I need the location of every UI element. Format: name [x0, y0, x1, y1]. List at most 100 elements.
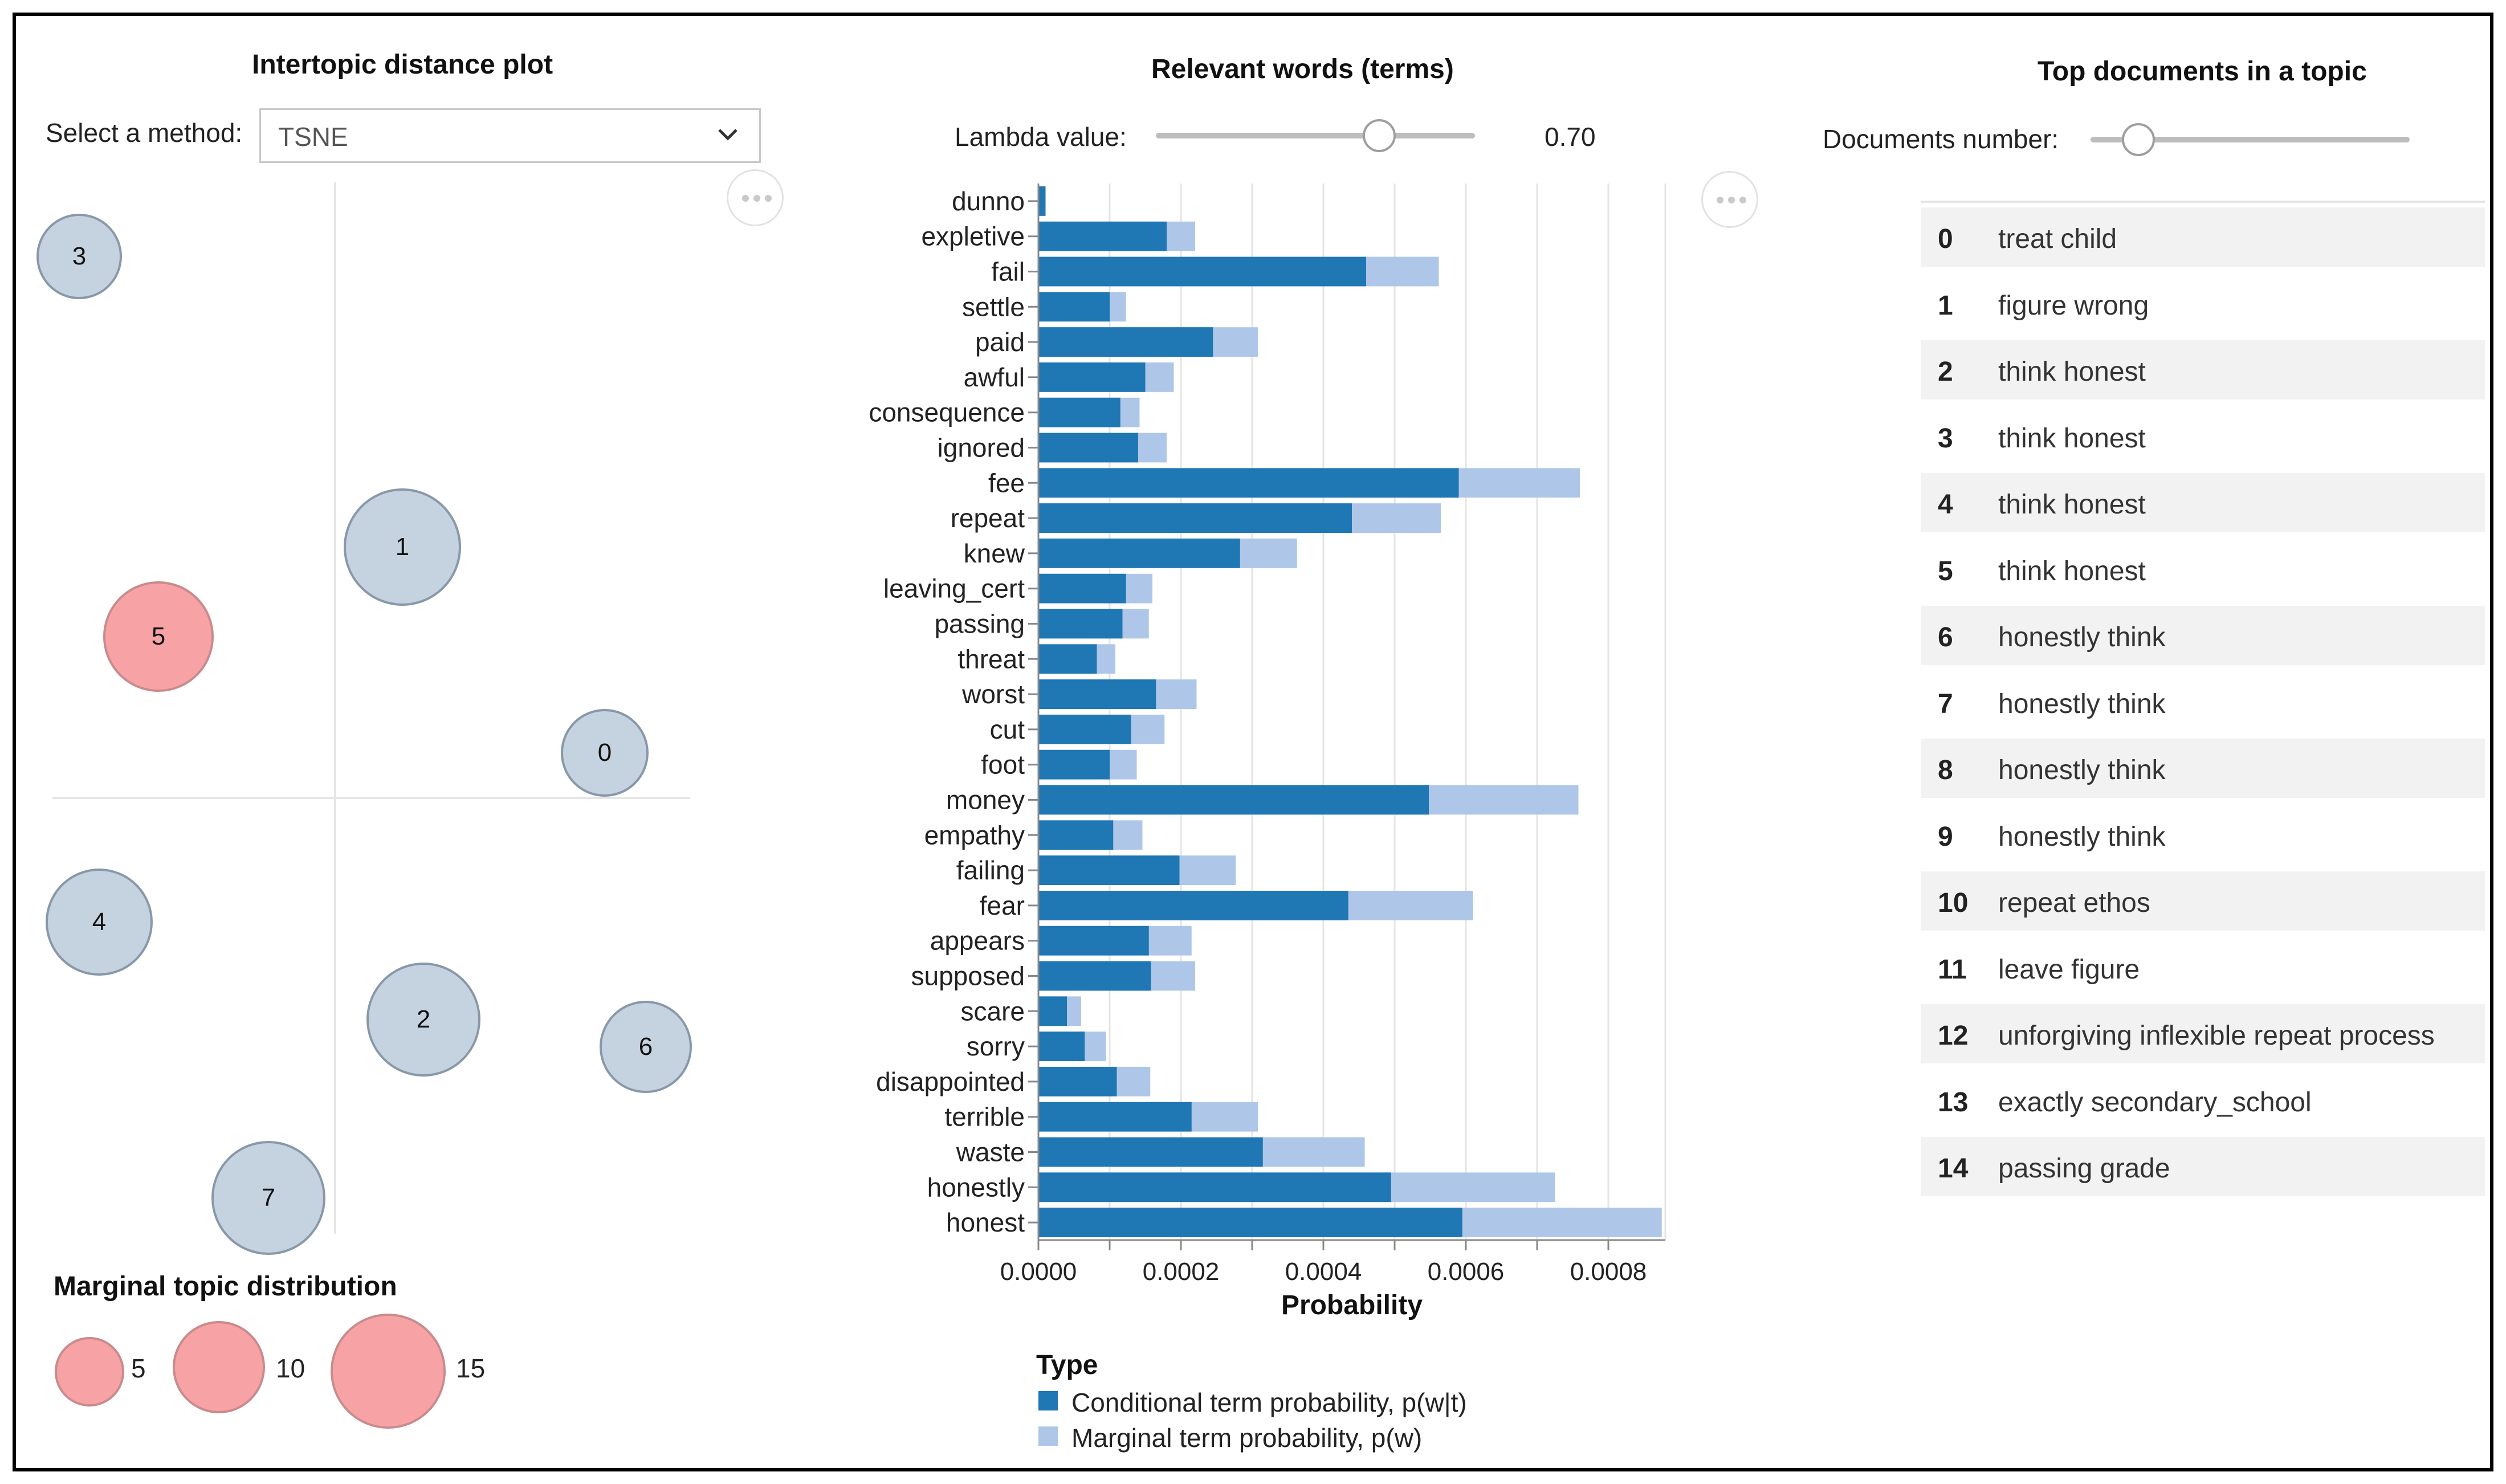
- topic-bubble-label: 4: [92, 908, 107, 936]
- document-index: 6: [1938, 622, 1953, 653]
- conditional-bar: [1038, 644, 1097, 674]
- conditional-bar: [1038, 926, 1149, 956]
- topic-bubble-label: 1: [395, 533, 410, 561]
- documents-slider-handle[interactable]: [2122, 123, 2155, 156]
- lambda-slider-track[interactable]: [1156, 133, 1475, 138]
- document-row[interactable]: 2 think honest: [1921, 340, 2485, 399]
- relevant-words-title: Relevant words (terms): [1151, 54, 1454, 84]
- topic-bubble-5[interactable]: 5: [103, 581, 214, 692]
- document-row[interactable]: 6 honestly think: [1921, 606, 2485, 665]
- document-row[interactable]: 0 treat child: [1921, 207, 2485, 267]
- document-text: leave figure: [1998, 954, 2140, 985]
- document-row[interactable]: 14 passing grade: [1921, 1137, 2485, 1196]
- conditional-bar: [1038, 961, 1151, 991]
- y-tick-label: settle: [962, 292, 1025, 321]
- topic-bubble-0[interactable]: 0: [561, 709, 649, 797]
- conditional-bar: [1038, 362, 1146, 392]
- conditional-bar: [1038, 996, 1067, 1026]
- document-text: exactly secondary_school: [1998, 1087, 2312, 1118]
- document-text: treat child: [1998, 224, 2117, 254]
- marginal-legend-label: Marginal term probability, p(w): [1071, 1423, 1423, 1453]
- conditional-bar: [1038, 327, 1213, 357]
- lambda-value: 0.70: [1545, 122, 1596, 152]
- x-tick-label: 0.0000: [1000, 1258, 1077, 1286]
- documents-table-divider: [1921, 201, 2485, 203]
- chart-more-options-button[interactable]: [1701, 171, 1758, 228]
- document-text: passing grade: [1998, 1153, 2170, 1184]
- document-row[interactable]: 10 repeat ethos: [1921, 871, 2485, 931]
- document-row[interactable]: 11 leave figure: [1921, 938, 2485, 997]
- document-index: 12: [1938, 1021, 1969, 1051]
- document-row[interactable]: 1 figure wrong: [1921, 274, 2485, 333]
- y-tick-label: fear: [980, 891, 1025, 920]
- document-text: think honest: [1998, 423, 2146, 454]
- document-text: think honest: [1998, 357, 2146, 387]
- document-index: 11: [1938, 954, 1967, 985]
- document-row[interactable]: 3 think honest: [1921, 407, 2485, 466]
- document-index: 4: [1938, 490, 1953, 520]
- y-tick-label: threat: [957, 644, 1025, 674]
- y-tick-label: scare: [961, 996, 1025, 1026]
- document-index: 0: [1938, 224, 1953, 254]
- document-row[interactable]: 8 honestly think: [1921, 739, 2485, 798]
- size-legend-circle-medium: [173, 1321, 265, 1413]
- document-row[interactable]: 12 unforgiving inflexible repeat process: [1921, 1004, 2485, 1063]
- conditional-bar: [1038, 292, 1110, 322]
- size-legend-label: 15: [456, 1353, 486, 1383]
- document-index: 1: [1938, 290, 1953, 321]
- x-tick-label: 0.0004: [1285, 1258, 1362, 1286]
- x-tick-label: 0.0002: [1143, 1258, 1220, 1286]
- conditional-bar: [1038, 1172, 1391, 1202]
- document-text: think honest: [1998, 556, 2146, 586]
- topic-bubble-4[interactable]: 4: [46, 869, 153, 976]
- y-tick-label: dunno: [952, 186, 1025, 216]
- y-tick-label: repeat: [951, 503, 1025, 533]
- topic-bubble-7[interactable]: 7: [211, 1141, 325, 1255]
- topic-bubble-label: 0: [597, 739, 612, 767]
- intertopic-title: Intertopic distance plot: [252, 50, 553, 80]
- document-index: 14: [1938, 1153, 1969, 1184]
- document-row[interactable]: 5 think honest: [1921, 540, 2485, 599]
- document-index: 5: [1938, 556, 1953, 586]
- topic-bubble-2[interactable]: 2: [366, 963, 480, 1077]
- conditional-bar: [1038, 1102, 1192, 1132]
- document-row[interactable]: 13 exactly secondary_school: [1921, 1071, 2485, 1130]
- document-text: figure wrong: [1998, 290, 2149, 321]
- y-tick-label: empathy: [924, 820, 1025, 850]
- left-more-options-button[interactable]: [727, 169, 784, 226]
- top-documents-title: Top documents in a topic: [2038, 56, 2367, 87]
- conditional-bar: [1038, 221, 1167, 251]
- document-row[interactable]: 4 think honest: [1921, 473, 2485, 532]
- documents-slider-track[interactable]: [2091, 137, 2410, 142]
- conditional-bar: [1038, 433, 1138, 463]
- size-legend-circle-small: [55, 1337, 124, 1406]
- conditional-bar: [1038, 1032, 1085, 1061]
- conditional-bar: [1038, 785, 1429, 815]
- y-tick-label: knew: [964, 539, 1025, 568]
- conditional-bar: [1038, 891, 1348, 920]
- topic-bubble-1[interactable]: 1: [344, 488, 461, 606]
- conditional-bar: [1038, 397, 1120, 427]
- y-tick-label: honestly: [927, 1172, 1025, 1202]
- topic-bubble-label: 3: [72, 242, 87, 270]
- topic-bubble-3[interactable]: 3: [36, 214, 122, 299]
- document-text: honestly think: [1998, 622, 2166, 653]
- document-index: 7: [1938, 688, 1953, 719]
- size-legend-label: 10: [276, 1353, 305, 1383]
- document-row[interactable]: 7 honestly think: [1921, 672, 2485, 732]
- y-tick-label: expletive: [921, 222, 1025, 251]
- method-select[interactable]: TSNE: [259, 108, 761, 163]
- document-text: think honest: [1998, 490, 2146, 520]
- topic-bubble-label: 2: [416, 1005, 431, 1033]
- topic-bubble-label: 5: [151, 622, 166, 650]
- y-tick-label: terrible: [944, 1102, 1025, 1132]
- lambda-slider-handle[interactable]: [1363, 119, 1396, 152]
- conditional-bar: [1038, 749, 1110, 780]
- conditional-bar: [1038, 573, 1126, 604]
- topic-bubble-6[interactable]: 6: [600, 1001, 692, 1093]
- chevron-down-icon: [718, 129, 737, 141]
- y-tick-label: passing: [934, 609, 1025, 639]
- document-row[interactable]: 9 honestly think: [1921, 805, 2485, 865]
- conditional-bar: [1038, 609, 1123, 639]
- y-tick-label: waste: [956, 1138, 1025, 1167]
